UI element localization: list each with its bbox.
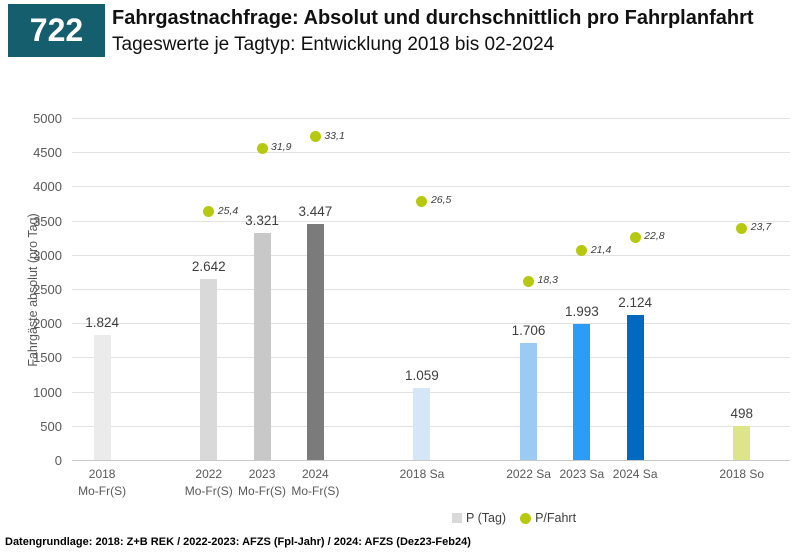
page-subtitle: Tageswerte je Tagtyp: Entwicklung 2018 b… bbox=[112, 34, 555, 55]
y-tick-1000: 1000 bbox=[33, 384, 62, 400]
legend-item-p-tag: P (Tag) bbox=[452, 511, 506, 525]
x-axis-label-2022-sa: 2022 Sa bbox=[506, 467, 551, 481]
dot-marker bbox=[736, 222, 748, 234]
x-axis-label-2018-so: 2018 So bbox=[719, 467, 765, 481]
page-title: Fahrgastnachfrage: Absolut und durchschn… bbox=[112, 7, 754, 29]
bar-2023-sa bbox=[573, 323, 591, 460]
gridline-3000 bbox=[72, 254, 790, 256]
y-tick-3000: 3000 bbox=[33, 247, 62, 263]
bar-value-label: 1.059 bbox=[405, 367, 439, 383]
bar-value-label: 2.124 bbox=[618, 294, 653, 310]
bar-value-label: 1.706 bbox=[511, 323, 546, 339]
dot-marker bbox=[203, 206, 215, 218]
gridline-3500 bbox=[72, 220, 790, 222]
bar-value-label: 3.321 bbox=[245, 212, 279, 228]
x-axis-label-2018-sa: 2018 Sa bbox=[399, 467, 445, 481]
bar-2018-mo-fr-s bbox=[93, 335, 111, 460]
bar-2022-sa bbox=[520, 343, 538, 460]
legend-label: P/Fahrt bbox=[535, 511, 577, 525]
y-tick-4500: 4500 bbox=[33, 145, 62, 161]
gridline-4000 bbox=[72, 186, 790, 188]
data-source-note: Datengrundlage: 2018: Z+B REK / 2022-202… bbox=[5, 536, 471, 548]
gridline-5000 bbox=[72, 118, 790, 119]
dot-marker bbox=[523, 275, 535, 287]
x-axis-label-line2: Mo-Fr(S) bbox=[238, 484, 287, 498]
dot-value-label: 31,9 bbox=[271, 141, 292, 154]
bar-2024-mo-fr-s bbox=[306, 224, 324, 460]
dot-series-marker-icon bbox=[520, 512, 532, 524]
x-axis-label-2024: 2024 Mo-Fr(S) bbox=[273, 466, 357, 500]
bar-value-label: 3.447 bbox=[298, 204, 333, 220]
x-axis-label-2022: 2022 Mo-Fr(S) bbox=[167, 466, 251, 500]
x-axis-label-2023-sa: 2023 Sa bbox=[559, 467, 605, 481]
dot-value-label: 26,5 bbox=[430, 194, 452, 207]
dot-value-label: 21,4 bbox=[590, 243, 612, 256]
bar-2022-mo-fr-s bbox=[200, 279, 218, 460]
x-axis-label-line2: Mo-Fr(S) bbox=[184, 484, 233, 498]
bar-value-label: 498 bbox=[730, 405, 754, 421]
x-axis-label-2018: 2018 Mo-Fr(S) bbox=[60, 466, 144, 500]
dot-value-label: 22,8 bbox=[644, 230, 665, 243]
y-tick-2000: 2000 bbox=[33, 316, 62, 332]
bar-value-label: 1.993 bbox=[564, 303, 599, 319]
gridline-0 bbox=[72, 460, 790, 461]
dot-marker bbox=[576, 245, 588, 257]
y-tick-3500: 3500 bbox=[33, 213, 62, 229]
dot-value-label: 33,1 bbox=[324, 129, 345, 142]
x-axis-label-2024-sa: 2024 Sa bbox=[612, 467, 658, 481]
dot-marker bbox=[309, 131, 321, 143]
report-number: 722 bbox=[29, 12, 84, 48]
gridline-1000 bbox=[72, 391, 790, 393]
chart-legend: P (Tag) P/Fahrt bbox=[452, 511, 576, 525]
x-axis-label-line2: Mo-Fr(S) bbox=[291, 484, 340, 498]
y-tick-4000: 4000 bbox=[33, 179, 62, 195]
gridline-2500 bbox=[72, 289, 790, 290]
report-number-badge: 722 bbox=[8, 4, 105, 57]
x-axis-label-line2: Mo-Fr(S) bbox=[78, 484, 127, 498]
bar-2023-mo-fr-s bbox=[253, 232, 271, 460]
dot-value-label: 18,3 bbox=[537, 274, 558, 287]
legend-label: P (Tag) bbox=[466, 511, 507, 525]
y-tick-500: 500 bbox=[40, 418, 62, 434]
bar-2018-so bbox=[733, 425, 751, 460]
dot-value-label: 23,7 bbox=[750, 221, 772, 234]
y-tick-5000: 5000 bbox=[33, 111, 62, 126]
bar-2018-sa bbox=[413, 387, 431, 460]
x-axis-label-2023: 2023 Mo-Fr(S) bbox=[220, 466, 304, 500]
y-tick-0: 0 bbox=[54, 453, 62, 468]
gridline-500 bbox=[72, 425, 790, 427]
y-tick-1500: 1500 bbox=[33, 350, 62, 366]
header: Fahrgastnachfrage: Absolut und durchschn… bbox=[112, 5, 802, 57]
bar-series-marker-icon bbox=[452, 513, 462, 523]
dot-marker bbox=[256, 142, 268, 154]
bar-2024-sa bbox=[626, 314, 644, 460]
gridline-1500 bbox=[72, 357, 790, 359]
dot-marker bbox=[629, 231, 641, 243]
dot-marker bbox=[416, 195, 428, 207]
bar-value-label: 2.642 bbox=[191, 259, 226, 275]
legend-item-p-fahrt: P/Fahrt bbox=[520, 511, 576, 525]
dot-value-label: 25,4 bbox=[217, 204, 239, 217]
gridline-4500 bbox=[72, 152, 790, 154]
y-tick-2500: 2500 bbox=[33, 282, 62, 297]
gridline-2000 bbox=[72, 323, 790, 325]
bar-value-label: 1.824 bbox=[85, 315, 120, 331]
